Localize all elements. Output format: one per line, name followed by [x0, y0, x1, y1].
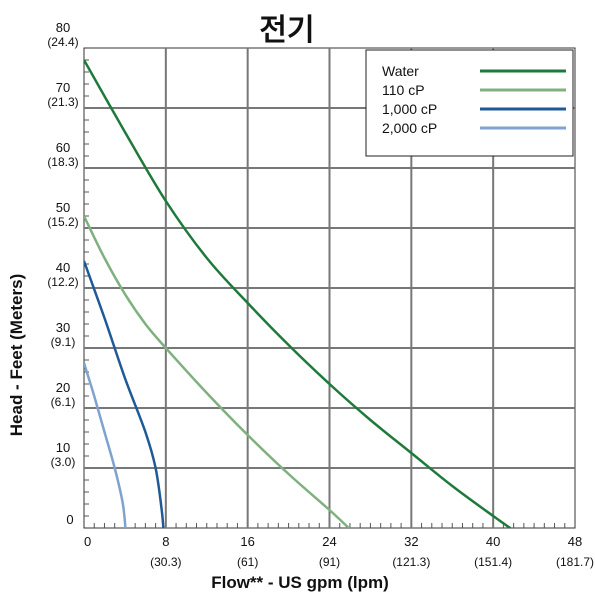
- series-line-1-000-cp: [84, 260, 165, 528]
- y-tick-label: 50: [56, 200, 70, 215]
- y-tick-sublabel: (3.0): [51, 455, 76, 469]
- y-tick-label: 30: [56, 320, 70, 335]
- x-tick-sublabel: (181.7): [556, 555, 594, 569]
- x-tick-sublabel: (121.3): [392, 555, 430, 569]
- y-tick-label: 20: [56, 380, 70, 395]
- legend-box: [365, 49, 574, 157]
- x-tick-label: 40: [486, 534, 500, 549]
- legend-label: Water: [382, 63, 419, 79]
- y-tick-sublabel: (15.2): [47, 215, 78, 229]
- y-tick-label: 10: [56, 440, 70, 455]
- y-tick-sublabel: (6.1): [51, 395, 76, 409]
- x-axis-label: Flow** - US gpm (lpm): [211, 573, 389, 592]
- x-tick-label: 48: [568, 534, 582, 549]
- chart-title: 전기: [259, 13, 314, 48]
- y-tick-sublabel: (18.3): [47, 155, 78, 169]
- x-tick-sublabel: (151.4): [474, 555, 512, 569]
- x-tick-sublabel: (30.3): [150, 555, 181, 569]
- y-tick-sublabel: (24.4): [47, 35, 78, 49]
- x-tick-sublabel: (61): [237, 555, 258, 569]
- series-lines: [84, 59, 513, 528]
- legend-label: 1,000 cP: [382, 101, 437, 117]
- y-tick-sublabel: (9.1): [51, 335, 76, 349]
- y-tick-label: 0: [66, 512, 73, 527]
- y-tick-label: 40: [56, 260, 70, 275]
- x-tick-sublabel: (91): [319, 555, 340, 569]
- series-line-2-000-cp: [84, 362, 127, 528]
- y-tick-label: 70: [56, 80, 70, 95]
- y-tick-label: 60: [56, 140, 70, 155]
- y-tick-sublabel: (21.3): [47, 95, 78, 109]
- y-tick-sublabel: (12.2): [47, 275, 78, 289]
- x-axis-ticks: 0 8 (30.3) 16 (61) 24 (91) 32 (121.3) 40 (151.4) 48…: [84, 534, 594, 569]
- x-tick-label: 16: [240, 534, 254, 549]
- y-axis-ticks: 0 10(3.0) 20(6.1) 30(9.1) 40(12.2) 50(15.2) 60…: [47, 20, 78, 527]
- series-line-water: [84, 59, 513, 528]
- y-tick-label: 80: [56, 20, 70, 35]
- legend: Water 110 cP 1,000 cP 2,000 cP: [365, 49, 574, 157]
- legend-label: 2,000 cP: [382, 120, 437, 136]
- x-tick-label: 24: [322, 534, 336, 549]
- x-tick-label: 0: [84, 534, 91, 549]
- y-axis-label: Head - Feet (Meters): [7, 274, 26, 436]
- legend-label: 110 cP: [382, 82, 425, 98]
- series-line-110-cp: [84, 215, 351, 528]
- x-tick-label: 8: [162, 534, 169, 549]
- x-tick-label: 32: [404, 534, 418, 549]
